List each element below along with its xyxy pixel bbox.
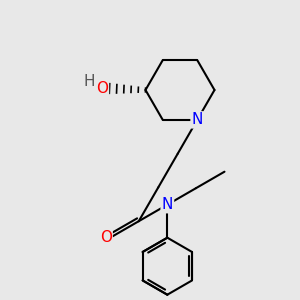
Text: O: O — [96, 81, 108, 96]
Text: O: O — [100, 230, 112, 245]
Text: H: H — [83, 74, 95, 88]
Text: N: N — [192, 112, 203, 128]
Text: N: N — [162, 197, 173, 212]
